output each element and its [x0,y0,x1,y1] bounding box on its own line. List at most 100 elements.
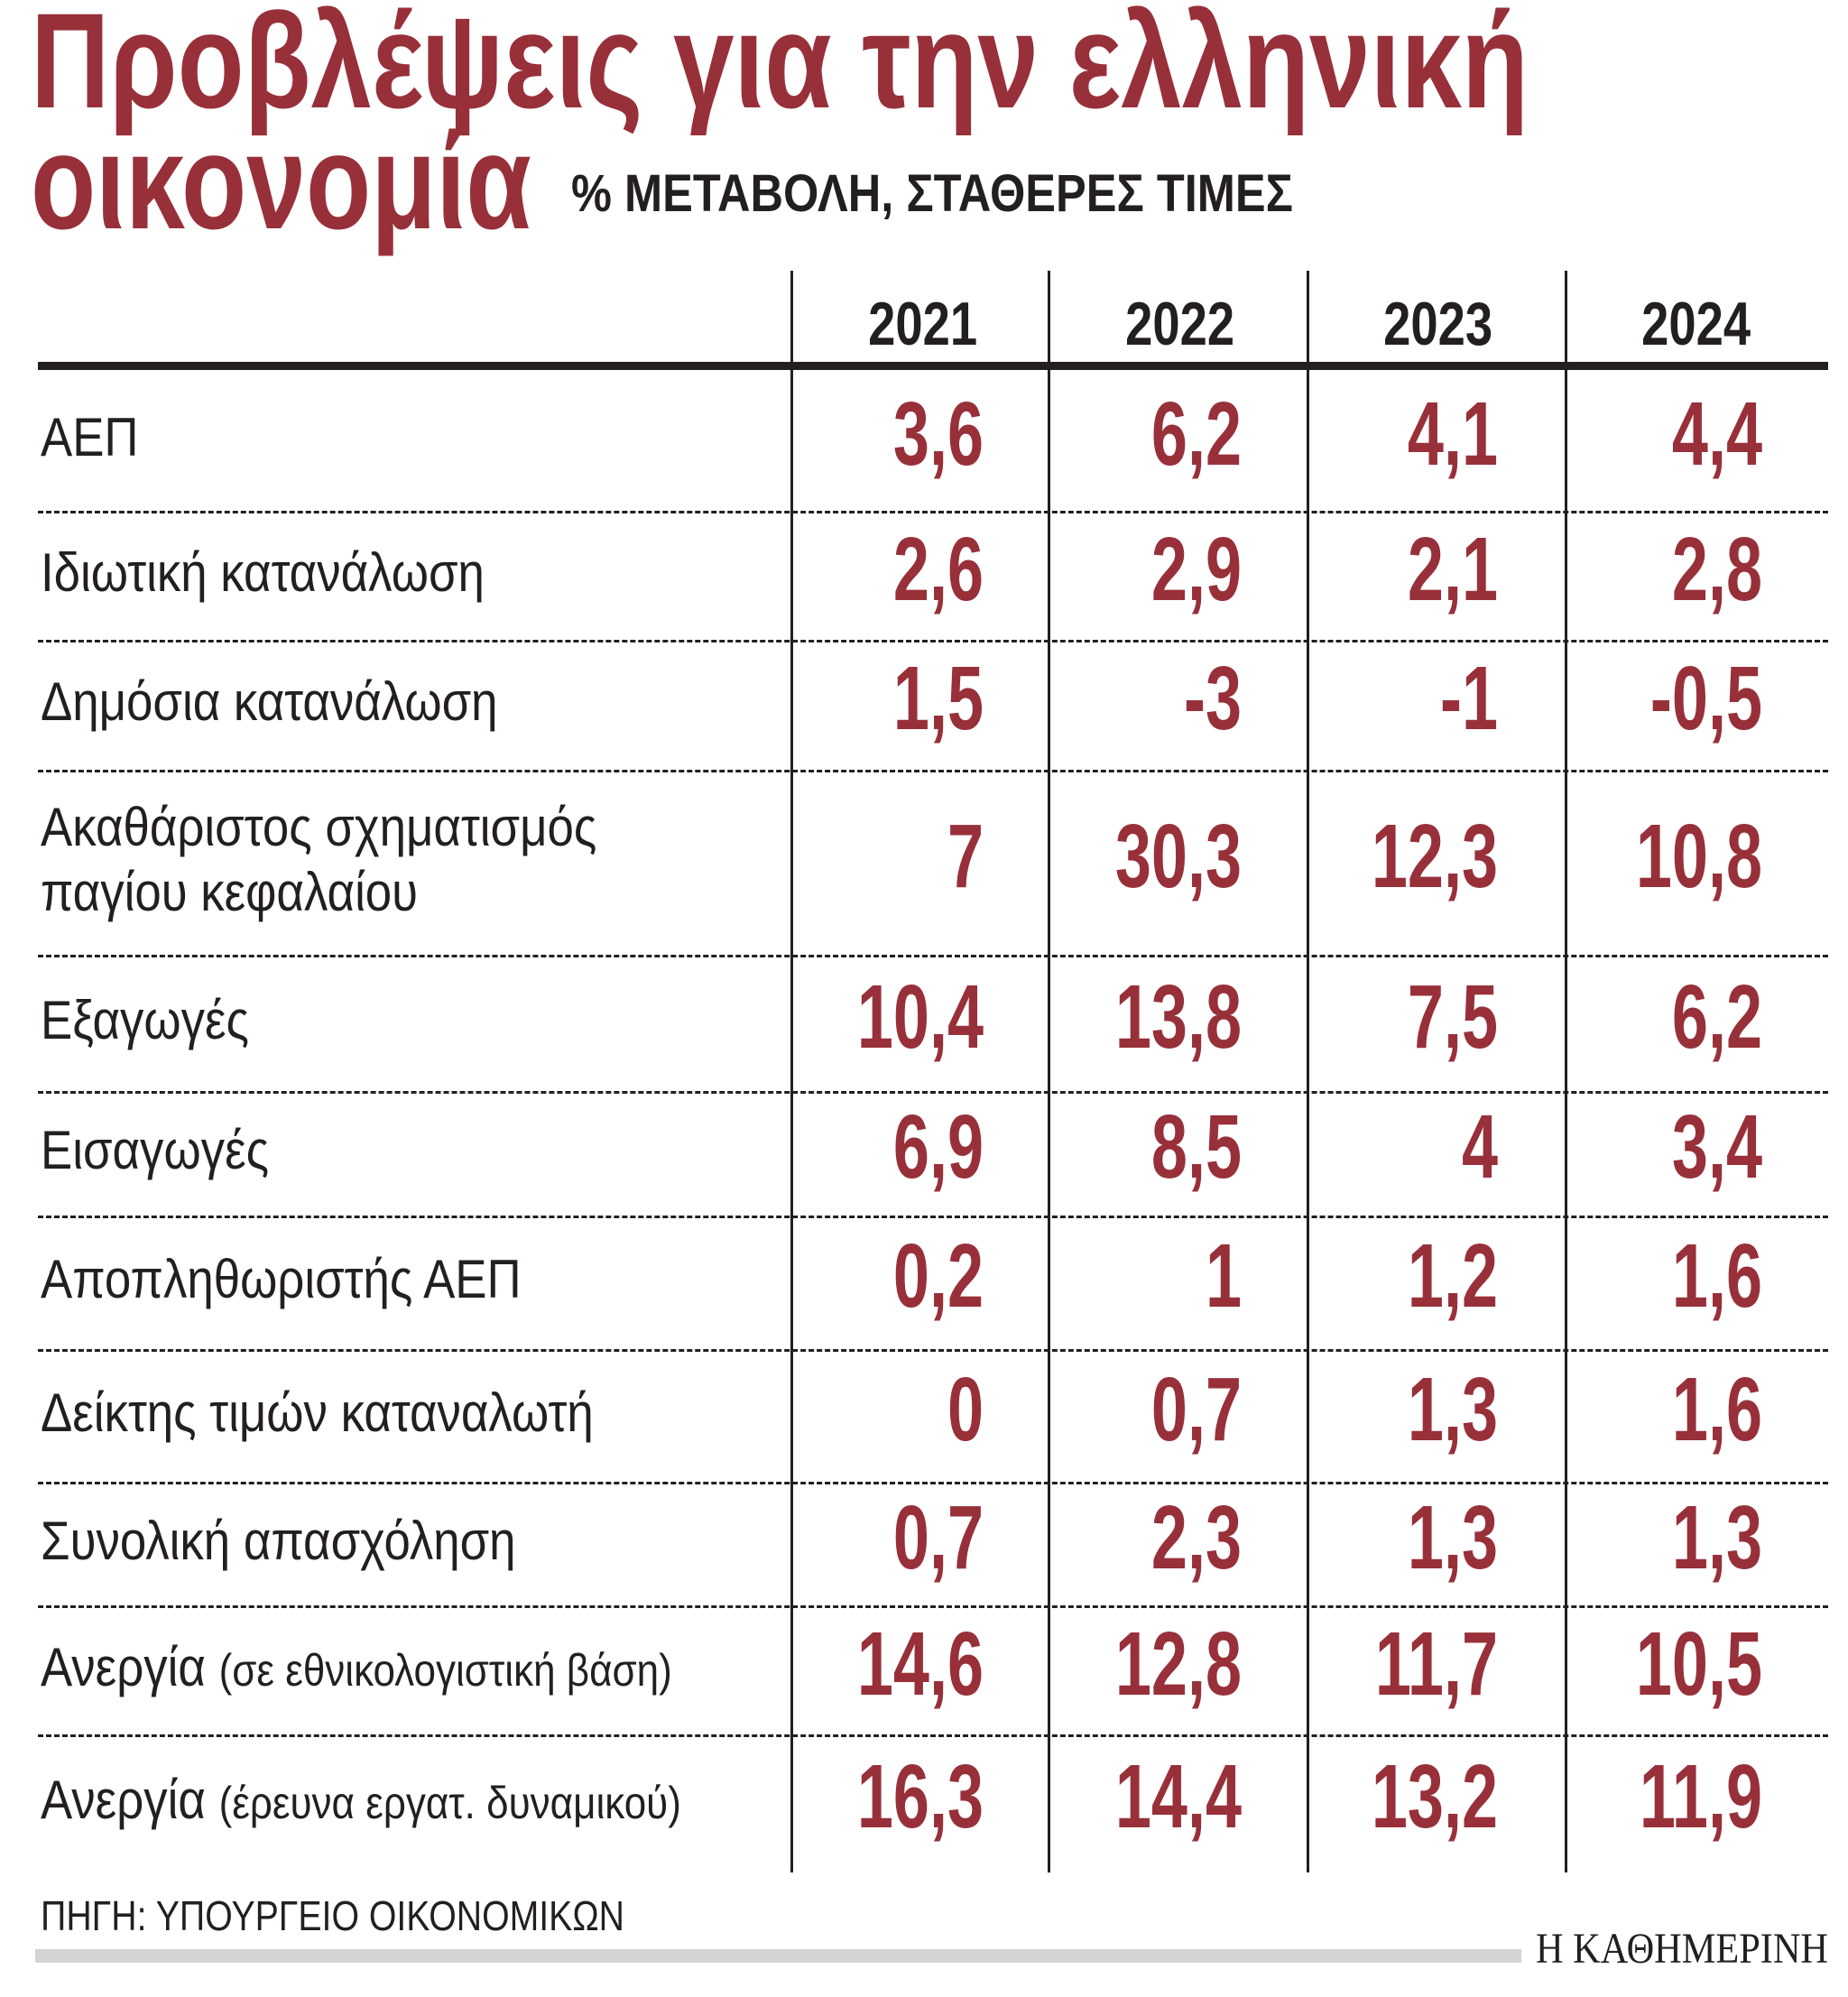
value-cell-2024: 1,6 [1671,1225,1762,1327]
year-header-2024: 2024 [1567,293,1825,355]
value-cell-2024: 2,8 [1671,518,1762,620]
subtitle-text: % ΜΕΤΑΒΟΛΗ, ΣΤΑΘΕΡΕΣ ΤΙΜΕΣ [571,164,1293,223]
row-divider [38,955,1828,957]
column-divider [1307,271,1309,1872]
value-cell-2022: 30,3 [1114,805,1242,907]
row-label-note: (σε εθνικολογιστική βάση) [218,1644,672,1696]
year-text: 2021 [868,290,978,358]
header-rule [38,362,1828,370]
row-divider [38,1734,1828,1737]
year-text: 2022 [1125,290,1235,358]
row-label-text: ΑΕΠ [41,406,139,467]
title-text-1: Προβλέψεις για την ελληνική [31,0,1529,136]
value-cell-2021: 2,6 [892,518,984,620]
value-cell-2021: 16,3 [856,1746,984,1847]
value-cell-2023: 4,1 [1407,383,1498,485]
row-label-text: Αποπληθωριστής ΑΕΠ [41,1249,522,1309]
publisher-logo: Η ΚΑΘΗΜΕΡΙΝΗ [1536,1928,1848,1971]
row-label: Αποπληθωριστής ΑΕΠ [41,1247,522,1312]
row-label-text: Ανεργία [41,1636,206,1697]
value-cell-2021: 0,7 [892,1486,984,1588]
row-label-text: Ακαθάριστος σχηματισμός [41,796,597,857]
column-divider [1565,271,1567,1872]
row-label-text: Εισαγωγές [41,1120,270,1180]
source-note: ΠΗΓΗ: ΥΠΟΥΡΓΕΙΟ ΟΙΚΟΝΟΜΙΚΩΝ [41,1895,725,1937]
value-cell-2023: 13,2 [1371,1746,1498,1847]
row-label: Δείκτης τιμών καταναλωτή [41,1381,594,1446]
value-cell-2022: 2,3 [1150,1486,1242,1588]
row-label-text-line-2: παγίου κεφαλαίου [41,861,419,922]
column-divider [790,271,793,1872]
row-divider [38,640,1828,643]
value-cell-2024: 4,4 [1671,383,1762,485]
value-cell-2024: 10,5 [1635,1613,1762,1715]
value-cell-2021: 6,9 [892,1096,984,1197]
value-cell-2024: 10,8 [1635,805,1762,907]
row-label: ΑΕΠ [41,405,139,470]
value-cell-2023: 1,3 [1407,1358,1498,1460]
row-label: Συνολική απασχόληση [41,1509,516,1574]
value-cell-2022: 13,8 [1114,966,1242,1068]
row-label-note: (έρευνα εργατ. δυναμικού) [218,1778,681,1828]
row-divider [38,511,1828,513]
value-cell-2023: 12,3 [1371,805,1498,907]
value-cell-2022: 1 [1205,1225,1242,1327]
value-cell-2021: 10,4 [856,966,984,1068]
value-cell-2023: 11,7 [1374,1613,1498,1715]
value-cell-2022: 8,5 [1150,1096,1242,1197]
value-cell-2022: 14,4 [1114,1746,1242,1847]
value-cell-2024: -0,5 [1649,648,1762,749]
subtitle: % ΜΕΤΑΒΟΛΗ, ΣΤΑΘΕΡΕΣ ΤΙΜΕΣ [571,168,1400,220]
row-label-text: Ανεργία [41,1770,206,1830]
row-label-text: Δημόσια κατανάλωση [41,671,498,732]
column-divider [1048,271,1050,1872]
row-label: Εισαγωγές [41,1118,269,1183]
title-text-2: οικονομία [31,106,531,257]
year-header-2022: 2022 [1051,293,1309,355]
value-cell-2023: 4 [1461,1096,1498,1197]
value-cell-2023: -1 [1439,648,1498,749]
value-cell-2024: 3,4 [1671,1096,1762,1197]
row-label-text: Δείκτης τιμών καταναλωτή [41,1382,594,1443]
year-text: 2024 [1641,290,1751,358]
year-header-2021: 2021 [794,293,1052,355]
row-label-text: Ιδιωτική κατανάλωση [41,541,485,603]
value-cell-2023: 1,3 [1407,1486,1498,1588]
row-divider [38,1482,1828,1484]
value-cell-2021: 1,5 [892,648,984,749]
value-cell-2022: -3 [1183,648,1242,749]
row-divider [38,1091,1828,1094]
row-label-text: Εξαγωγές [41,989,249,1050]
title-line-1: Προβλέψεις για την ελληνική [31,0,1848,128]
source-text: ΠΗΓΗ: ΥΠΟΥΡΓΕΙΟ ΟΙΚΟΝΟΜΙΚΩΝ [41,1892,624,1939]
value-cell-2021: 3,6 [892,383,984,485]
value-cell-2021: 7 [947,805,984,907]
row-divider [38,770,1828,772]
row-label: Δημόσια κατανάλωση [41,670,498,735]
year-header-2023: 2023 [1309,293,1567,355]
row-label: Ανεργία (έρευνα εργατ. δυναμικού) [41,1768,681,1835]
value-cell-2023: 2,1 [1407,518,1498,620]
value-cell-2021: 14,6 [856,1613,984,1715]
row-divider [38,1605,1828,1608]
row-label: Ανεργία (σε εθνικολογιστική βάση) [41,1635,672,1703]
row-label-text: Συνολική απασχόληση [41,1510,516,1571]
value-cell-2022: 6,2 [1150,383,1242,485]
value-cell-2022: 12,8 [1114,1613,1242,1715]
logo-text: Η ΚΑΘΗΜΕΡΙΝΗ [1536,1925,1828,1973]
row-divider [38,1216,1828,1218]
value-cell-2023: 7,5 [1407,966,1498,1068]
value-cell-2024: 11,9 [1639,1746,1762,1847]
value-cell-2021: 0,2 [892,1225,984,1327]
value-cell-2022: 0,7 [1150,1358,1242,1460]
row-label: Εξαγωγές [41,988,249,1053]
value-cell-2023: 1,2 [1407,1225,1498,1327]
value-cell-2024: 1,3 [1671,1486,1762,1588]
value-cell-2024: 1,6 [1671,1358,1762,1460]
row-label: Ιδιωτική κατανάλωση [41,541,485,606]
row-label: Ακαθάριστος σχηματισμός παγίου κεφαλαίου [41,795,596,925]
row-divider [38,1349,1828,1352]
value-cell-2024: 6,2 [1671,966,1762,1068]
year-text: 2023 [1383,290,1493,358]
value-cell-2021: 0 [947,1358,984,1460]
